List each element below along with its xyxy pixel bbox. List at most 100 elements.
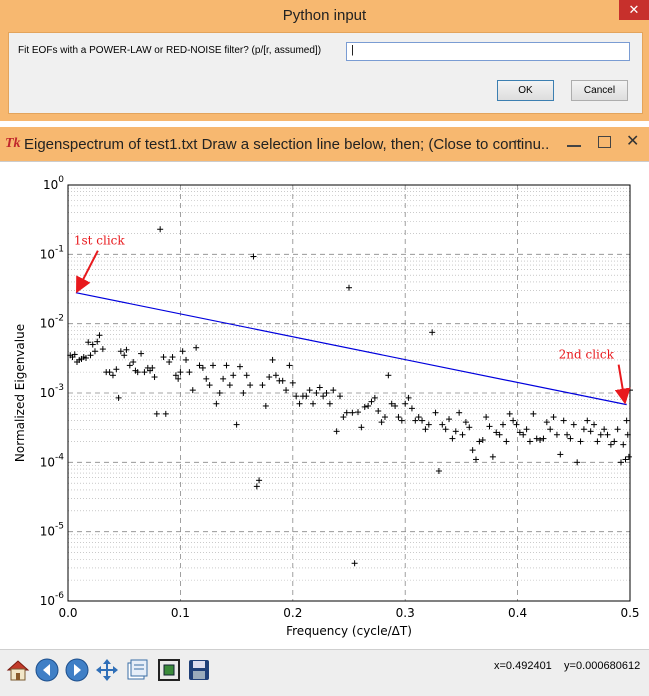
window-titlebar: Tk Eigenspectrum of test1.txt Draw a sel… — [0, 127, 649, 161]
data-point — [169, 354, 176, 361]
data-point — [87, 352, 94, 359]
data-point — [151, 374, 158, 381]
data-point — [442, 426, 449, 433]
data-point — [365, 402, 372, 409]
data-point — [220, 375, 227, 382]
data-point — [446, 416, 453, 423]
y-tick-label: 10-5 — [40, 522, 64, 539]
x-tick-label: 0.0 — [58, 606, 77, 620]
data-point — [462, 419, 469, 426]
save-icon[interactable] — [186, 657, 212, 683]
data-point — [429, 329, 436, 336]
dialog-close-button[interactable]: ✕ — [619, 0, 649, 20]
data-point — [358, 424, 365, 431]
data-point — [439, 421, 446, 428]
y-tick-label: 10-2 — [40, 314, 64, 331]
data-points — [67, 226, 633, 567]
data-point — [580, 426, 587, 433]
data-point — [564, 431, 571, 438]
minimize-button[interactable] — [567, 145, 581, 147]
data-point — [378, 419, 385, 426]
forward-icon[interactable] — [64, 657, 90, 683]
data-point — [316, 384, 323, 391]
plot-canvas[interactable]: 10-6 10-5 10-4 10-3 10-2 10-1 100 0.0 0.1 0.2 0.3 0… — [0, 161, 649, 650]
subplots-icon[interactable] — [124, 657, 150, 683]
data-point — [422, 426, 429, 433]
data-point — [113, 366, 120, 373]
data-point — [577, 438, 584, 445]
home-icon[interactable] — [5, 657, 31, 683]
data-point — [412, 417, 419, 424]
data-point — [269, 356, 276, 363]
data-point — [286, 362, 293, 369]
data-point — [117, 348, 124, 355]
data-point — [177, 369, 184, 376]
x-tick-label: 0.2 — [283, 606, 302, 620]
x-tick-label: 0.1 — [171, 606, 190, 620]
data-point — [223, 362, 230, 369]
data-point — [130, 358, 137, 365]
data-point — [323, 390, 330, 396]
cursor-coordinates: x=0.492401 y=0.000680612 — [494, 660, 640, 672]
data-point — [259, 382, 266, 389]
data-point — [121, 352, 128, 359]
data-point — [574, 459, 581, 466]
plot-window: Tk Eigenspectrum of test1.txt Draw a sel… — [0, 127, 649, 696]
data-point — [510, 417, 517, 424]
dialog-title: Python input — [282, 7, 367, 24]
data-point — [479, 436, 486, 443]
data-point — [607, 441, 614, 448]
data-point — [567, 435, 574, 442]
data-point — [149, 364, 156, 371]
data-point — [209, 362, 216, 369]
answer-input[interactable]: | — [346, 42, 630, 61]
data-point — [166, 358, 173, 365]
data-point — [303, 393, 310, 400]
data-point — [456, 409, 463, 416]
data-point — [247, 382, 254, 389]
data-point — [398, 417, 405, 424]
second-click-arrow — [614, 364, 631, 405]
data-point — [550, 414, 557, 421]
data-point — [266, 374, 273, 381]
data-point — [94, 338, 101, 345]
back-icon[interactable] — [34, 657, 60, 683]
data-point — [419, 417, 426, 424]
data-point — [493, 429, 500, 436]
data-point — [547, 426, 554, 433]
annotations: 1st click 2nd click — [74, 234, 631, 405]
data-point — [620, 441, 627, 448]
y-tick-label: 10-3 — [40, 383, 64, 400]
data-point — [381, 414, 388, 421]
pan-icon[interactable] — [94, 657, 120, 683]
data-point — [82, 354, 89, 361]
data-point — [346, 284, 352, 291]
ok-button[interactable]: OK — [497, 80, 554, 101]
data-point — [361, 403, 368, 410]
x-tick-label: 0.3 — [396, 606, 415, 620]
data-point — [591, 421, 598, 428]
data-point — [540, 435, 547, 442]
data-point — [604, 431, 611, 438]
data-point — [459, 431, 466, 438]
data-point — [349, 409, 356, 416]
x-tick-label: 0.4 — [508, 606, 527, 620]
zoom-icon[interactable] — [156, 657, 182, 683]
data-point — [624, 431, 631, 438]
data-point — [206, 382, 213, 389]
data-point — [388, 400, 395, 407]
maximize-button[interactable] — [598, 136, 611, 148]
window-close-button[interactable]: ✕ — [626, 133, 640, 150]
cancel-button[interactable]: Cancel — [571, 80, 628, 101]
dialog-body: Fit EOFs with a POWER-LAW or RED-NOISE f… — [8, 32, 643, 114]
data-point — [594, 438, 601, 445]
data-point — [402, 400, 409, 407]
data-point — [106, 369, 113, 376]
data-point — [250, 253, 257, 260]
data-point — [570, 421, 577, 428]
data-point — [296, 400, 303, 407]
data-point — [395, 414, 402, 421]
data-point — [371, 394, 378, 401]
data-point — [216, 390, 223, 396]
